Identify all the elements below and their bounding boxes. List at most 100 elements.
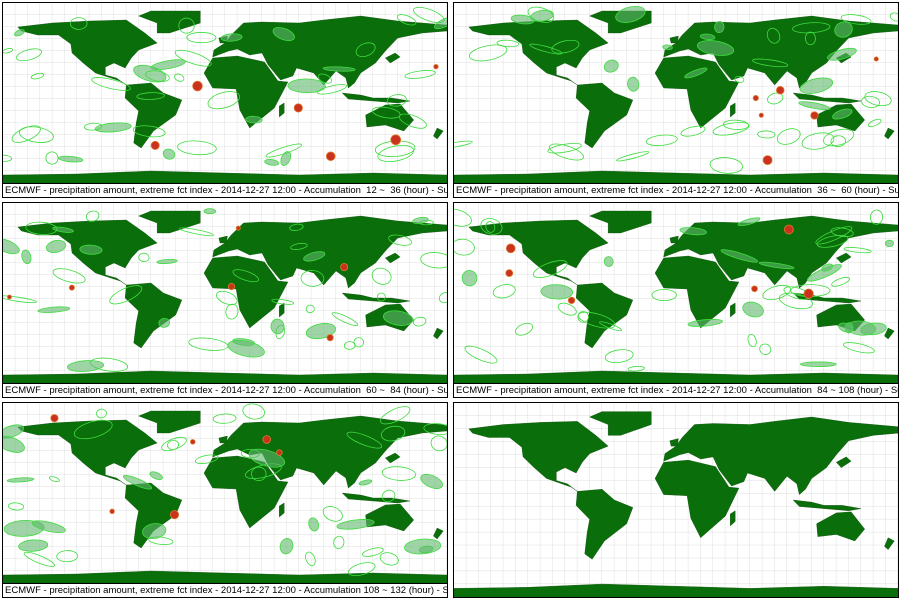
contour [91, 77, 131, 91]
contour [412, 216, 429, 225]
contour [412, 316, 427, 327]
contour [420, 252, 447, 269]
contour [603, 256, 614, 267]
extreme-spot [803, 288, 814, 299]
contour [758, 261, 795, 270]
contour [381, 466, 416, 481]
contour [889, 12, 898, 22]
contour [381, 489, 396, 503]
contour [438, 292, 447, 304]
contour [430, 435, 447, 452]
contour [355, 42, 376, 58]
contour [287, 78, 326, 94]
extreme-spot [325, 151, 336, 162]
contour [645, 134, 678, 146]
contour [454, 238, 475, 256]
contour [203, 208, 217, 215]
contour [207, 91, 241, 110]
extreme-spot [7, 294, 12, 300]
contour [227, 339, 265, 358]
contour [358, 479, 373, 486]
contour [272, 27, 295, 42]
extreme-spot [326, 334, 334, 342]
caption: ECMWF - precipitation amount, extreme fc… [3, 583, 448, 597]
extreme-spot [776, 85, 785, 95]
extreme-spot [758, 112, 764, 118]
world-map [3, 403, 447, 583]
contour [737, 217, 761, 227]
extreme-spot [192, 80, 203, 92]
contour [420, 473, 444, 489]
extreme-spot [190, 439, 196, 445]
contour [56, 550, 79, 563]
contour [532, 260, 568, 278]
world-map [454, 403, 898, 597]
contour [766, 27, 781, 44]
precipitation-contours [454, 5, 898, 174]
contour [515, 322, 534, 336]
contour [696, 40, 735, 56]
contour [52, 268, 86, 284]
contour [271, 298, 295, 305]
contour [527, 6, 554, 23]
contour [684, 67, 708, 79]
contour [133, 64, 167, 83]
contour [627, 365, 645, 372]
contour [58, 155, 84, 163]
contour [396, 14, 417, 26]
contour [757, 130, 776, 139]
contour [109, 285, 143, 305]
contour [434, 16, 447, 30]
contour [336, 519, 375, 530]
extreme-spot [276, 449, 283, 456]
contour [142, 523, 167, 540]
extreme-spot [751, 285, 758, 293]
contour [331, 312, 359, 327]
caption: ECMWF - precipitation amount, extreme fc… [3, 383, 448, 397]
contour [762, 284, 791, 301]
contour [216, 290, 238, 306]
contour [798, 101, 831, 111]
contour [346, 431, 383, 449]
contour [759, 343, 772, 355]
extreme-spot [762, 155, 773, 166]
contour [16, 48, 43, 62]
contour [627, 76, 640, 92]
contour [251, 466, 267, 482]
map-panel: ECMWF - precipitation amount, extreme fc… [453, 2, 899, 198]
contour [220, 33, 243, 42]
contour [815, 226, 853, 245]
contour [742, 301, 764, 318]
extreme-spot [340, 263, 349, 272]
contour [122, 475, 153, 490]
contour [280, 151, 292, 166]
contour [496, 39, 520, 48]
contour [861, 95, 880, 109]
contour [752, 58, 789, 68]
extreme-spot [873, 56, 879, 62]
contour [388, 234, 413, 246]
extreme-spot [810, 111, 819, 120]
contour [96, 408, 107, 419]
contour [232, 269, 259, 283]
contour [161, 436, 187, 452]
contour [174, 73, 185, 82]
contour [162, 148, 176, 160]
contour [423, 423, 447, 435]
contour [404, 70, 436, 79]
contour [242, 403, 265, 420]
contour [540, 284, 574, 300]
precipitation-contours [3, 7, 447, 166]
contour [179, 227, 214, 237]
contour [454, 208, 472, 227]
contour [485, 221, 496, 233]
contour [348, 562, 376, 576]
world-map [3, 3, 447, 183]
contour [6, 477, 35, 483]
contour [156, 258, 178, 265]
contour [138, 252, 150, 263]
contour [492, 284, 516, 299]
contour [616, 151, 650, 162]
contour [3, 154, 13, 162]
contour [801, 132, 835, 150]
